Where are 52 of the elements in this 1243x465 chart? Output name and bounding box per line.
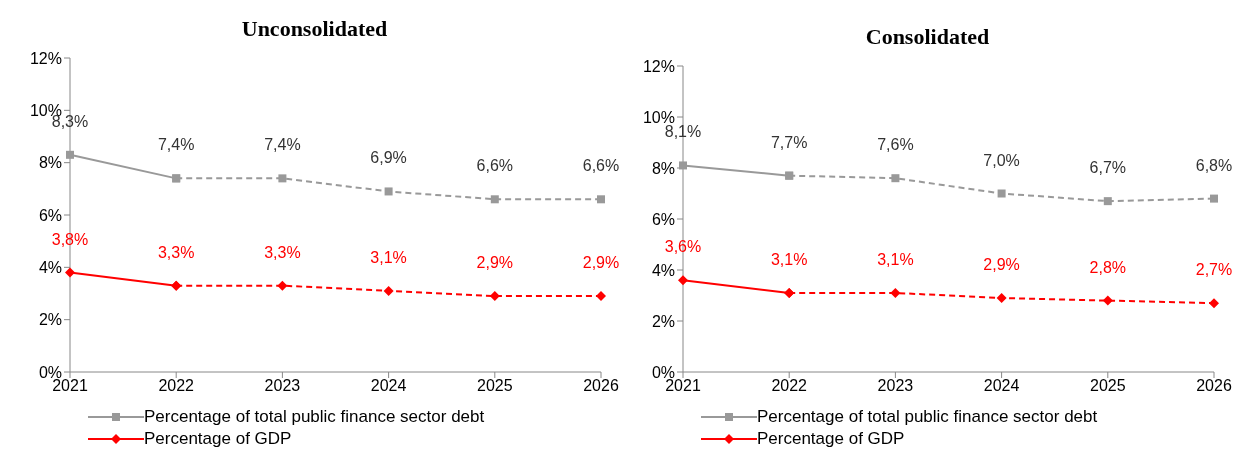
chart-title: Consolidated: [864, 23, 991, 51]
legend-label: Percentage of GDP: [757, 429, 905, 449]
data-label: 2,9%: [582, 254, 620, 272]
data-label: 3,1%: [370, 248, 407, 266]
x-tick-label: 2024: [983, 377, 1020, 395]
legend-label: Percentage of GDP: [144, 429, 292, 449]
y-tick-label: 12%: [29, 49, 62, 67]
data-label: 3,6%: [664, 238, 702, 256]
data-label: 6,6%: [582, 157, 620, 175]
data-label: 3,3%: [157, 243, 195, 261]
data-label: 6,9%: [370, 149, 407, 167]
x-tick-label: 2023: [877, 377, 914, 395]
data-label: 6,7%: [1089, 159, 1127, 177]
y-tick-label: 2%: [651, 312, 675, 330]
x-tick-label: 2022: [771, 377, 808, 395]
x-tick-label: 2026: [583, 377, 619, 395]
x-tick-label: 2026: [1196, 377, 1232, 395]
x-tick-label: 2022: [158, 377, 195, 395]
legend-label: Percentage of total public finance sector debt: [144, 407, 485, 427]
data-label: 7,4%: [157, 136, 195, 154]
data-label: 7,0%: [983, 151, 1020, 169]
data-label: 6,6%: [476, 157, 514, 175]
y-tick-label: 10%: [642, 108, 675, 126]
legend-label: Percentage of total public finance sector debt: [757, 407, 1098, 427]
data-label: 2,9%: [983, 256, 1020, 274]
chart-title: Unconsolidated: [240, 15, 389, 43]
data-label: 7,7%: [770, 133, 808, 151]
y-tick-label: 12%: [642, 57, 675, 75]
y-tick-label: 6%: [38, 206, 62, 224]
data-label: 7,6%: [877, 136, 914, 154]
data-label: 3,8%: [51, 230, 89, 248]
data-label: 8,1%: [664, 123, 702, 141]
data-label: 6,8%: [1195, 156, 1233, 174]
x-tick-label: 2021: [52, 377, 88, 395]
x-tick-label: 2025: [477, 377, 513, 395]
data-label: 3,1%: [770, 250, 808, 268]
data-label: 2,7%: [1195, 261, 1233, 279]
data-label: 2,9%: [476, 254, 514, 272]
y-tick-label: 2%: [38, 311, 62, 329]
y-tick-label: 6%: [651, 210, 675, 228]
data-label: 2,8%: [1089, 258, 1127, 276]
x-tick-label: 2025: [1090, 377, 1126, 395]
data-label: 3,3%: [264, 243, 301, 261]
x-tick-label: 2021: [665, 377, 701, 395]
x-tick-label: 2024: [370, 377, 407, 395]
x-tick-label: 2023: [264, 377, 301, 395]
data-label: 7,4%: [264, 136, 301, 154]
data-label: 3,1%: [877, 250, 914, 268]
y-tick-label: 4%: [651, 261, 675, 279]
y-tick-label: 4%: [38, 259, 62, 277]
y-tick-label: 8%: [651, 159, 675, 177]
y-tick-label: 8%: [38, 154, 62, 172]
